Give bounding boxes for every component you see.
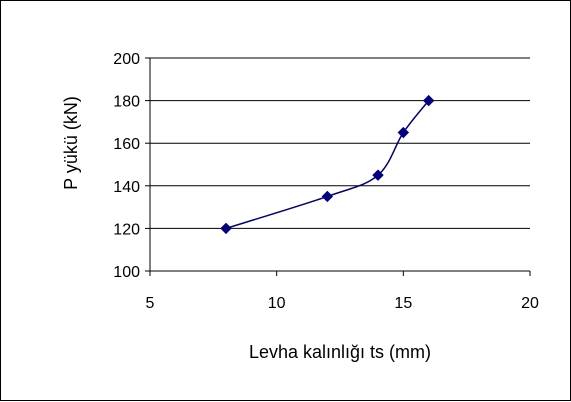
- tick-labels: 100 120 140 160 180 200 5 10 15 20: [113, 51, 539, 312]
- y-tick-label: 120: [113, 221, 140, 238]
- y-tick-label: 160: [113, 136, 140, 153]
- x-tick-label: 5: [146, 295, 155, 312]
- series-line: [225, 100, 430, 230]
- x-axis-title: Levha kalınlığı ts (mm): [249, 342, 431, 362]
- data-point: [321, 190, 334, 203]
- y-tick-label: 200: [113, 51, 140, 68]
- y-tick-label: 140: [113, 179, 140, 196]
- axes: [145, 57, 531, 276]
- data-point: [397, 126, 410, 139]
- y-axis-title: P yükü (kN): [61, 96, 81, 190]
- series: [220, 94, 435, 235]
- gridlines: [150, 57, 530, 229]
- data-point: [372, 169, 384, 181]
- y-tick-label: 180: [113, 94, 140, 111]
- y-tick-label: 100: [113, 264, 140, 281]
- data-point: [422, 94, 435, 107]
- data-point: [220, 222, 232, 235]
- x-tick-label: 15: [394, 295, 412, 312]
- x-tick-label: 10: [268, 295, 286, 312]
- x-tick-label: 20: [521, 295, 539, 312]
